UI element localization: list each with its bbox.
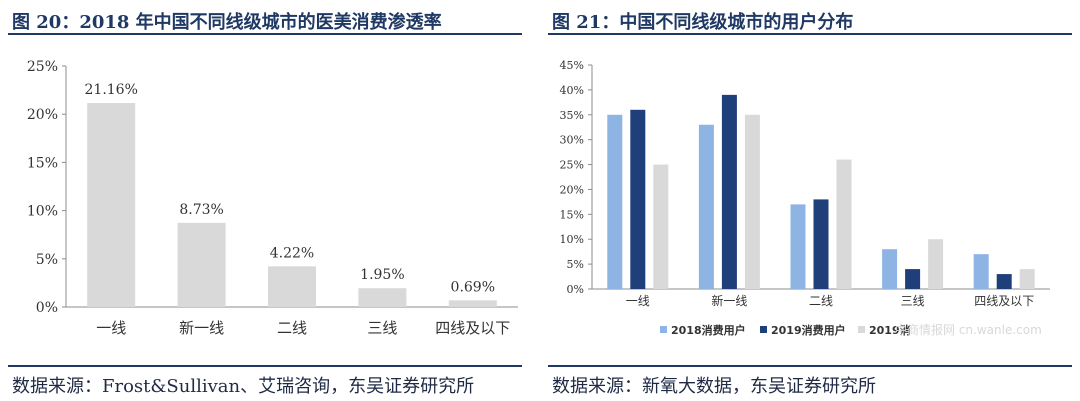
right-figure-title: 图 21：中国不同线级城市的用户分布 [552, 12, 854, 33]
bar [836, 159, 852, 289]
left-bar-chart: 0% 5% 10% 15% 20% 25% 21.16% 一线 8.73% 新一线 4.22% 二线 1… [27, 59, 518, 337]
x-tick-label: 新一线 [179, 319, 224, 337]
x-tick-label: 二线 [277, 319, 307, 337]
data-label: 1.95% [360, 267, 404, 283]
right-bottom-rule [548, 365, 1072, 367]
right-figure-panel: 图 21：中国不同线级城市的用户分布 0% 5% 10% 15% 20% 25% 30% 35… [540, 0, 1080, 401]
legend-swatch [858, 326, 865, 333]
y-tick-label: 25% [560, 159, 584, 172]
y-tick-label: 20% [560, 183, 584, 196]
bar [1019, 269, 1035, 289]
left-figure-panel: 图 20：2018 年中国不同线级城市的医美消费渗透率 0% 5% 10% 15% 20… [0, 0, 530, 401]
y-tick-label: 10% [27, 204, 58, 220]
left-figure-title: 图 20：2018 年中国不同线级城市的医美消费渗透率 [12, 12, 442, 33]
data-label: 4.22% [270, 245, 314, 261]
left-source-note: 数据来源：Frost&Sullivan、艾瑞咨询，东吴证券研究所 [12, 376, 475, 397]
y-tick-label: 20% [27, 107, 58, 123]
x-tick-label: 一线 [96, 319, 126, 337]
watermark-text: 中商情报网 cn.wanle.com [895, 322, 1042, 337]
legend-label: 2018消费用户 [671, 323, 746, 337]
bar [268, 266, 316, 307]
y-tick-label: 0% [36, 300, 58, 316]
x-tick-label: 三线 [901, 294, 925, 308]
left-top-rule [8, 33, 522, 35]
left-bottom-rule [8, 365, 522, 367]
x-tick-label: 三线 [367, 319, 397, 337]
y-tick-label: 5% [567, 258, 584, 271]
y-tick-label: 15% [27, 155, 58, 171]
x-tick-label: 四线及以下 [435, 319, 510, 337]
bar [358, 288, 407, 307]
bar [790, 204, 806, 289]
x-tick-label: 二线 [809, 294, 833, 308]
data-label: 8.73% [179, 202, 223, 218]
legend-label: 2019消费用户 [771, 323, 846, 337]
legend-swatch [660, 326, 667, 333]
bar [905, 269, 921, 289]
right-source-note: 数据来源：新氧大数据，东吴证券研究所 [552, 376, 876, 397]
bar [996, 274, 1012, 289]
bar [87, 103, 136, 307]
bar [177, 222, 226, 307]
x-tick-label: 四线及以下 [974, 294, 1034, 308]
right-top-rule [548, 33, 1072, 35]
y-tick-label: 10% [560, 233, 584, 246]
bar [698, 124, 714, 289]
y-tick-label: 40% [560, 84, 584, 97]
legend-swatch [760, 326, 767, 333]
bar [653, 164, 669, 289]
data-label: 21.16% [85, 82, 138, 98]
bar [448, 300, 497, 307]
bar [630, 109, 646, 289]
y-tick-label: 15% [560, 208, 584, 221]
bar [744, 114, 760, 290]
bar [813, 199, 829, 289]
bar [882, 249, 898, 289]
legend-label: 2019消 [869, 323, 911, 337]
y-tick-label: 45% [560, 59, 584, 72]
y-tick-label: 0% [567, 283, 584, 296]
right-grouped-bar-chart: 0% 5% 10% 15% 20% 25% 30% 35% 40% 45% 一线 新一线 二线 三线 四线及… [560, 59, 1050, 337]
bar [721, 94, 737, 289]
y-tick-label: 30% [560, 134, 584, 147]
x-tick-label: 一线 [626, 294, 650, 308]
y-tick-label: 5% [36, 252, 58, 268]
bar [607, 114, 623, 290]
data-label: 0.69% [451, 279, 495, 295]
x-tick-label: 新一线 [711, 293, 747, 308]
bar [973, 254, 989, 289]
bar [928, 239, 944, 289]
y-tick-label: 35% [560, 109, 584, 122]
y-tick-label: 25% [27, 59, 58, 75]
